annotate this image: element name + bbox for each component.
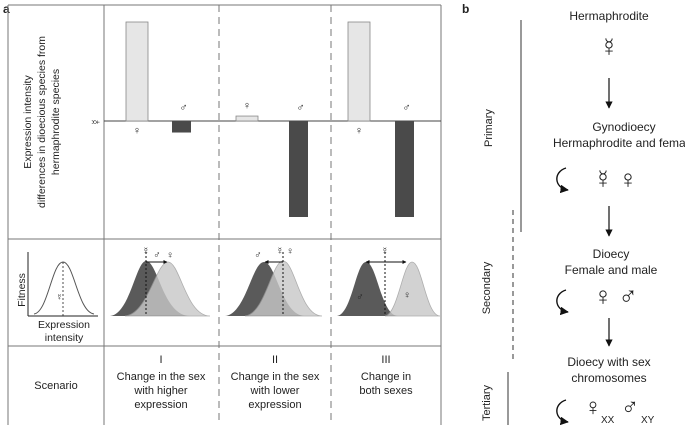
svg-text:with higher: with higher [133,385,188,397]
svg-text:♀: ♀ [403,290,411,301]
male-bar-II [289,121,308,217]
svg-text:♀: ♀ [286,246,294,257]
svg-text:with lower: with lower [250,385,300,397]
primary-label: Primary [483,109,495,147]
stage-gynodioecy: Gynodioecy [592,120,655,134]
male-symbol-II: ♂ [296,102,304,114]
tertiary-label: Tertiary [481,384,493,421]
scenario-I: I Change in the sex with higher expressi… [117,354,206,411]
hermaphrodite-icon: ☿ [599,32,619,62]
xy-label: XY [641,415,655,426]
male-bar-III [395,121,414,217]
male-icon: ♂ [618,281,638,311]
fitness-curves-I: ☿ ♂ ♀ [110,246,211,317]
svg-text:Change in: Change in [361,371,411,383]
svg-text:III: III [381,354,390,366]
svg-text:expression: expression [134,399,187,411]
hermaphrodite-symbol: ☿ [89,118,103,127]
xx-label: XX [601,415,615,426]
svg-text:☿: ☿ [381,246,389,257]
expression-label-2: intensity [45,332,84,344]
female-symbol-I: ♀ [133,125,141,137]
scenario-label: Scenario [34,380,77,392]
svg-text:♂: ♂ [356,292,364,303]
stage-gynodioecy-desc: Hermaphrodite and female [553,136,685,150]
expression-label-1: Expression [38,319,90,331]
female-bar-II [235,115,259,122]
fitness-curve [33,261,95,315]
svg-text:Expression intensity: Expression intensity [22,75,34,169]
stage-dioecy-desc: Female and male [565,263,658,277]
male-symbol-I: ♂ [179,102,187,114]
svg-text:♀: ♀ [166,250,174,261]
bar-ylabel: Expression intensity differences in dioe… [22,36,62,208]
svg-text:☿: ☿ [276,246,284,257]
scenario-II: II Change in the sex with lower expressi… [231,354,320,411]
expression-bars: ♀ ♂ ♀ ♂ ♀ ♂ [125,21,414,217]
female-bar-I [125,21,149,122]
panel-a-grid [7,4,442,425]
curved-arrow-icon [556,399,569,426]
panel-a-label: a [3,2,10,16]
female-icon: ♀ [593,281,613,311]
stage-sex-chromosomes-desc: chromosomes [571,371,646,385]
fitness-curves-II: ♂ ☿ ♀ [225,246,323,317]
male-bar-I [172,121,191,133]
fitness-legend-panel: ☿ Fitness Expression intensity [16,252,98,344]
fitness-label: Fitness [16,273,28,307]
svg-text:Change in the sex: Change in the sex [231,371,320,383]
legend-herm-symbol: ☿ [56,292,63,302]
svg-text:both sexes: both sexes [359,385,413,397]
fitness-curves-III: ☿ ♂ ♀ [337,246,441,317]
hermaphrodite-icon: ☿ [593,164,613,194]
stage-hermaphrodite: Hermaphrodite [569,9,649,23]
female-bar-III [347,21,371,122]
secondary-label: Secondary [481,261,493,314]
svg-text:differences in dioecious speci: differences in dioecious species from [36,36,48,208]
panel-b-label: b [462,2,469,16]
curved-arrow-icon [556,289,569,316]
stage-sex-chromosomes: Dioecy with sex [567,355,650,369]
female-icon: ♀ [584,394,602,421]
svg-text:hermaphrodite species: hermaphrodite species [50,69,62,175]
male-symbol-III: ♂ [402,102,410,114]
female-symbol-III: ♀ [355,125,363,137]
female-icon: ♀ [618,164,638,194]
curved-arrow-icon [556,167,569,194]
svg-text:I: I [159,354,162,366]
svg-text:Change in the sex: Change in the sex [117,371,206,383]
svg-text:♂: ♂ [254,250,262,261]
scenario-III: III Change in both sexes [359,354,413,397]
svg-text:II: II [272,354,278,366]
svg-text:☿: ☿ [142,246,150,257]
svg-text:expression: expression [248,399,301,411]
stage-dioecy: Dioecy [593,247,630,261]
female-symbol-II: ♀ [243,100,251,112]
male-icon: ♂ [621,394,639,421]
svg-text:♂: ♂ [153,250,161,261]
